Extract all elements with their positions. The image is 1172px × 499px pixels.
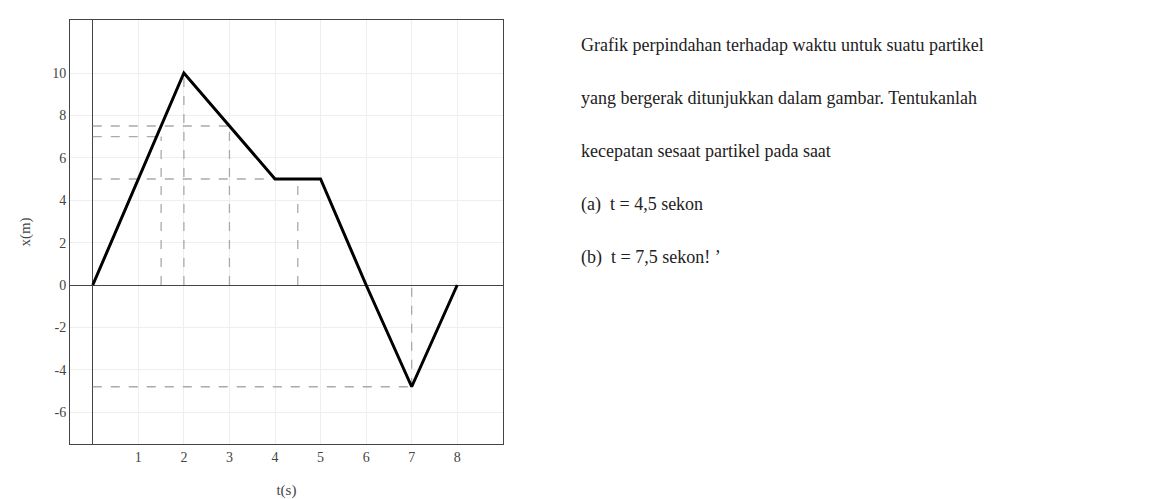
svg-text:-6: -6 — [55, 405, 67, 420]
svg-text:8: 8 — [454, 450, 461, 465]
svg-text:-4: -4 — [55, 363, 67, 378]
svg-text:t(s): t(s) — [276, 482, 296, 499]
svg-text:8: 8 — [59, 108, 66, 123]
svg-text:Grafik perpindahan terhadap wa: Grafik perpindahan terhadap waktu untuk … — [581, 35, 984, 55]
svg-text:3: 3 — [226, 450, 233, 465]
svg-text:(a) t = 4,5 sekon: (a) t = 4,5 sekon — [581, 194, 703, 215]
svg-text:5: 5 — [317, 450, 324, 465]
svg-text:2: 2 — [180, 450, 187, 465]
svg-text:(b) t = 7,5 sekon! ’: (b) t = 7,5 sekon! ’ — [581, 247, 721, 268]
svg-text:10: 10 — [52, 66, 66, 81]
svg-text:4: 4 — [272, 450, 279, 465]
svg-text:x(m): x(m) — [17, 217, 34, 246]
svg-text:2: 2 — [59, 236, 66, 251]
svg-text:0: 0 — [59, 278, 66, 293]
svg-text:-2: -2 — [55, 320, 67, 335]
svg-text:4: 4 — [59, 193, 66, 208]
svg-text:yang bergerak ditunjukkan dala: yang bergerak ditunjukkan dalam gambar. … — [581, 88, 977, 108]
svg-text:kecepatan sesaat partikel pada: kecepatan sesaat partikel pada saat — [581, 141, 831, 161]
svg-text:6: 6 — [59, 151, 66, 166]
svg-text:1: 1 — [135, 450, 142, 465]
svg-text:6: 6 — [363, 450, 370, 465]
svg-text:7: 7 — [408, 450, 415, 465]
